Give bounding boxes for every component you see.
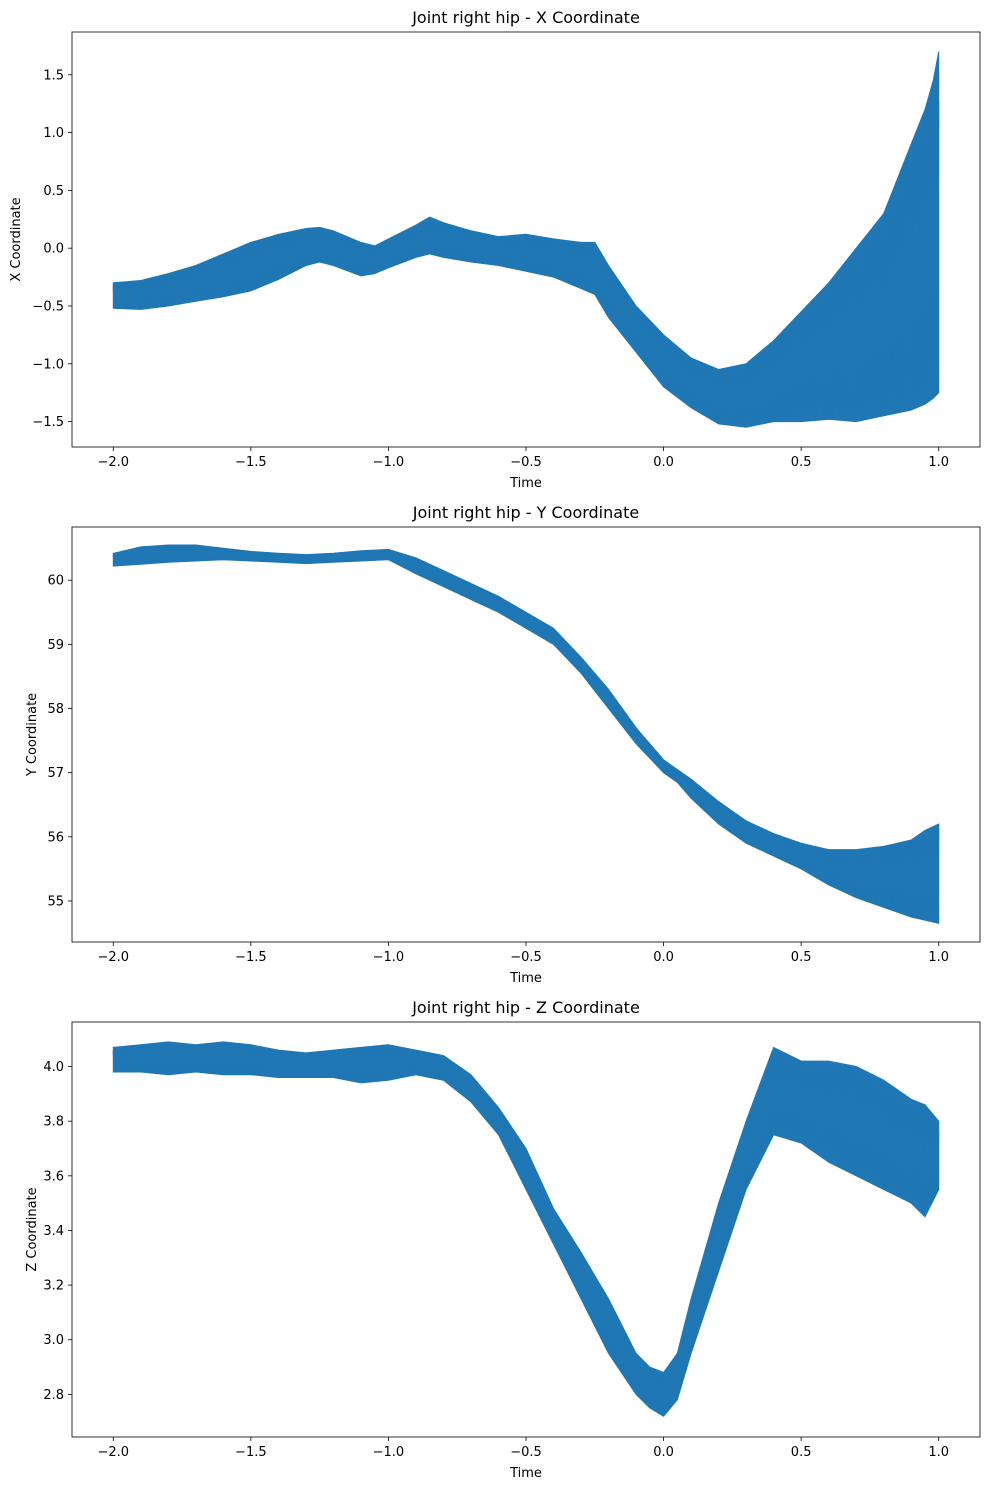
chart-panel-2: Joint right hip - Y Coordinate −2.0 −1.5 −1… [25,503,981,986]
y-tick-label: 3.0 [43,1333,64,1348]
chart-title: Joint right hip - X Coordinate [411,8,640,27]
x-tick-label: −1.0 [373,455,405,470]
chart-title: Joint right hip - Y Coordinate [412,503,639,522]
x-tick-label: −0.5 [510,455,542,470]
x-tick-label: 1.0 [928,1445,949,1460]
x-tick-label: 0.0 [653,455,674,470]
y-tick-label: 3.2 [43,1279,64,1294]
y-tick-label: 0.5 [43,184,64,199]
y-tick-label: 60 [47,574,64,589]
y-tick-label: 58 [47,702,64,717]
x-tick-label: −1.5 [235,1445,267,1460]
x-tick-label: −2.0 [97,1445,129,1460]
y-tick-label: 3.8 [43,1115,64,1130]
y-tick-label: −1.5 [32,415,64,430]
x-tick-label: 0.0 [653,950,674,965]
y-tick-label: −1.0 [32,357,64,372]
y-tick-label: 56 [47,830,64,845]
x-tick-label: 1.0 [928,950,949,965]
x-tick-label: 0.5 [791,950,812,965]
series-line [112,1042,940,1414]
y-tick-label: 57 [47,766,64,781]
x-tick-label: −1.5 [235,950,267,965]
y-axis-label: Z Coordinate [25,1187,40,1271]
y-tick-label: −0.5 [32,299,64,314]
x-tick-label: −1.0 [373,1445,405,1460]
chart-panel-3: Joint right hip - Z Coordinate −2.0 −1.5 −1… [25,998,981,1481]
x-tick-label: −0.5 [510,950,542,965]
y-tick-label: 0.0 [43,242,64,257]
y-tick-label: 1.5 [43,68,64,83]
y-tick-label: 3.4 [43,1224,64,1239]
x-axis-label: Time [509,1466,542,1481]
series-line [112,87,940,427]
chart-panel-1: Joint right hip - X Coordinate −2.0 −1.5 −1… [9,8,981,491]
x-tick-label: −2.0 [97,455,129,470]
x-tick-label: 0.5 [791,1445,812,1460]
x-tick-label: −0.5 [510,1445,542,1460]
x-axis-label: Time [509,971,542,986]
y-axis-label: X Coordinate [9,197,24,281]
x-tick-label: −1.5 [235,455,267,470]
chart-title: Joint right hip - Z Coordinate [411,998,640,1017]
y-tick-label: 1.0 [43,126,64,141]
y-tick-label: 55 [47,894,64,909]
x-axis-label: Time [509,476,542,491]
x-tick-label: −2.0 [97,950,129,965]
x-tick-label: 1.0 [928,455,949,470]
x-tick-label: 0.0 [653,1445,674,1460]
y-tick-label: 2.8 [43,1388,64,1403]
y-tick-label: 4.0 [43,1060,64,1075]
y-tick-label: 59 [47,638,64,653]
x-tick-label: 0.5 [791,455,812,470]
y-tick-label: 3.6 [43,1169,64,1184]
y-axis-label: Y Coordinate [25,693,40,777]
series-line [112,545,940,920]
x-tick-label: −1.0 [373,950,405,965]
